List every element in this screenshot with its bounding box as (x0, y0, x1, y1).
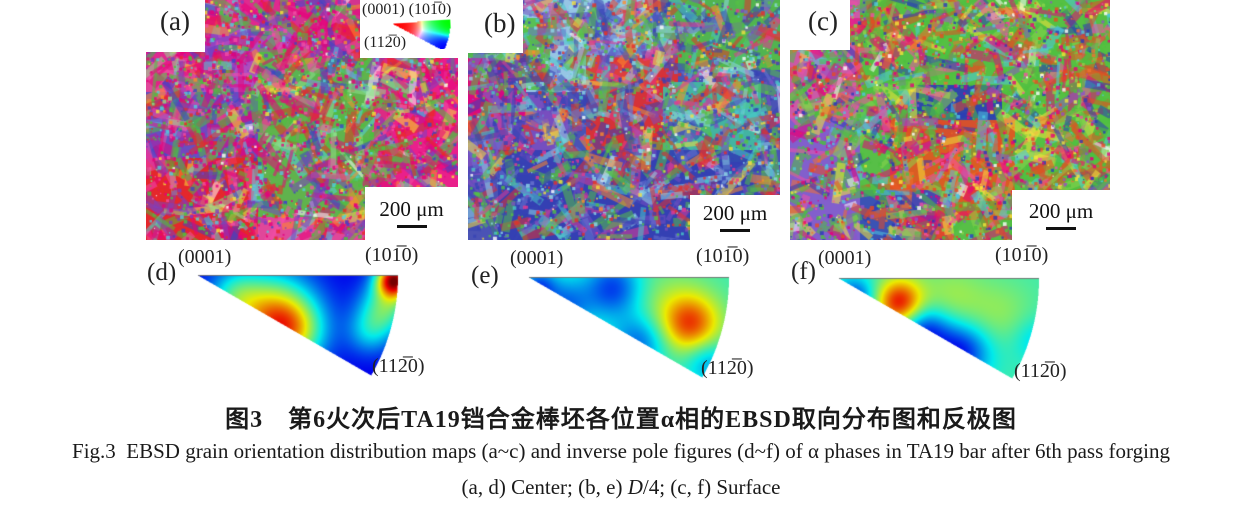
ebsd-panel-c: (c) 200 μm (790, 0, 1110, 240)
pole-figure-e (528, 276, 731, 380)
scale-bar-c: 200 μm (1012, 190, 1110, 240)
ipf-color-key: (0001) (101̅0) (112̅0) (360, 0, 458, 58)
ebsd-panel-b: (b) 200 μm (468, 0, 780, 240)
label-notch-b: (b) (468, 0, 523, 53)
panel-label-a: (a) (160, 6, 190, 36)
miller-label-1010-f: (101̅0) (995, 244, 1049, 266)
caption-sub-part2: /4; (c, f) Surface (642, 475, 781, 499)
scale-bar-c-line (1046, 226, 1076, 230)
ebsd-panel-a: (a) (0001) (101̅0) (112̅0) 200 μm (146, 0, 458, 240)
caption-chinese: 图3 第6火次后TA19铛合金棒坯各位置α相的EBSD取向分布图和反极图 (225, 407, 1017, 433)
ipf-key-bottom-label: (112̅0) (364, 34, 407, 51)
miller-label-1120-d: (112̅0) (372, 355, 425, 377)
caption-sub-part1: (a, d) Center; (b, e) (461, 475, 628, 499)
scale-bar-a: 200 μm (365, 187, 458, 240)
caption-subfigures: (a, d) Center; (b, e) D/4; (c, f) Surfac… (0, 475, 1242, 500)
scale-bar-b-text: 200 μm (702, 201, 768, 225)
caption-sub-diameter: D (627, 475, 643, 499)
miller-label-1120-e: (112̅0) (701, 357, 754, 379)
miller-label-0001-e: (0001) (510, 247, 564, 269)
miller-label-0001-d: (0001) (178, 246, 232, 268)
caption-english: Fig.3 EBSD grain orientation distributio… (72, 439, 1170, 463)
pole-figure-f (838, 277, 1041, 381)
scale-bar-a-line (396, 225, 427, 228)
scale-bar-c-text: 200 μm (1028, 198, 1094, 223)
scale-bar-b-line (720, 229, 750, 232)
panel-label-d: (d) (147, 259, 177, 286)
miller-label-1010-e: (101̅0) (696, 245, 750, 267)
miller-label-1120-f: (112̅0) (1014, 360, 1067, 382)
ipf-key-top-label: (0001) (101̅0) (362, 1, 452, 18)
panel-label-c: (c) (808, 6, 838, 36)
scale-bar-b: 200 μm (690, 195, 780, 240)
scale-bar-a-text: 200 μm (379, 197, 444, 221)
miller-label-0001-f: (0001) (818, 247, 872, 269)
miller-label-1010-d: (101̅0) (365, 244, 419, 266)
label-notch-a: (a) (146, 0, 205, 52)
label-notch-c: (c) (790, 0, 850, 50)
panel-label-b: (b) (484, 8, 516, 38)
panel-label-e: (e) (471, 262, 499, 289)
pole-figure-d (197, 274, 400, 378)
panel-label-f: (f) (791, 258, 816, 285)
